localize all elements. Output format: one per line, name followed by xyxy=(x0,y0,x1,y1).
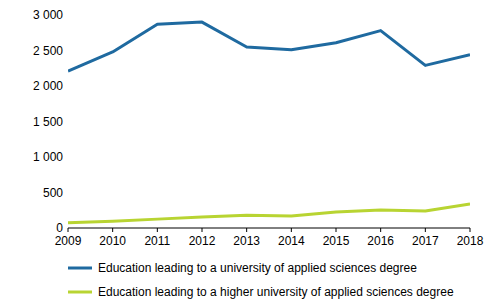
chart-container: 0 500 1 000 1 500 2 000 2 500 3 000 2009 2010 201… xyxy=(0,0,491,303)
y-tick-label: 2 500 xyxy=(33,44,63,58)
x-tick-label: 2009 xyxy=(55,234,82,248)
x-tick-label: 2015 xyxy=(323,234,350,248)
x-tick xyxy=(202,228,203,232)
x-tick xyxy=(291,228,292,232)
x-tick-label: 2013 xyxy=(233,234,260,248)
x-tick-label: 2010 xyxy=(99,234,126,248)
x-tick xyxy=(157,228,158,232)
x-axis-line xyxy=(68,228,470,229)
x-tick-label: 2011 xyxy=(144,234,170,248)
plot-area xyxy=(68,22,470,223)
x-tick xyxy=(68,228,69,232)
legend-label: Education leading to a higher university… xyxy=(98,285,454,299)
y-tick-label: 1 500 xyxy=(33,115,63,129)
x-tick xyxy=(336,228,337,232)
x-tick-label: 2014 xyxy=(278,234,305,248)
y-tick-label: 2 000 xyxy=(33,79,63,93)
x-tick-label: 2012 xyxy=(189,234,216,248)
series-line xyxy=(68,22,470,71)
x-tick xyxy=(470,228,471,232)
legend-label: Education leading to a university of app… xyxy=(98,261,417,275)
y-tick-label: 0 xyxy=(56,221,63,235)
y-tick-label: 1 000 xyxy=(33,150,63,164)
x-tick xyxy=(380,228,381,232)
chart-svg: 0 500 1 000 1 500 2 000 2 500 3 000 2009 2010 201… xyxy=(0,0,491,303)
x-tick xyxy=(425,228,426,232)
x-tick-label: 2018 xyxy=(457,234,484,248)
series-line xyxy=(68,204,470,223)
x-tick-label: 2017 xyxy=(412,234,439,248)
x-tick-label: 2016 xyxy=(367,234,394,248)
x-tick xyxy=(246,228,247,232)
legend-swatch xyxy=(68,267,92,270)
x-tick xyxy=(112,228,113,232)
legend-swatch xyxy=(68,291,92,294)
y-tick-label: 3 000 xyxy=(33,8,63,22)
y-tick-label: 500 xyxy=(43,186,63,200)
